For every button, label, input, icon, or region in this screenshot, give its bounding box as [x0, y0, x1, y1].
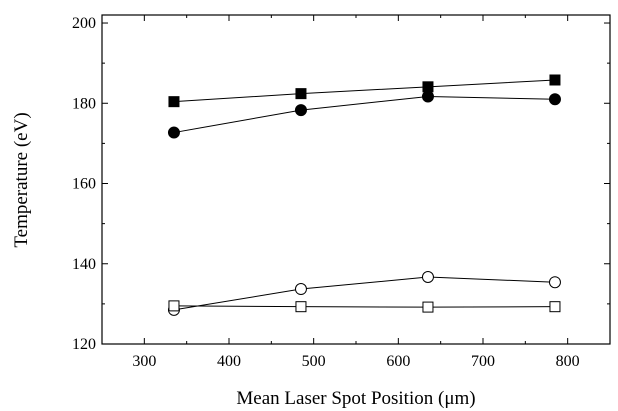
series-line	[173, 305, 555, 308]
y-tick-label: 180	[72, 95, 96, 112]
y-tick-label: 120	[72, 336, 96, 353]
data-point-circle	[294, 283, 307, 296]
y-tick-label: 140	[72, 256, 96, 273]
x-tick-label: 400	[217, 353, 241, 370]
data-point-square	[168, 300, 180, 312]
data-point-circle	[421, 90, 434, 103]
plot-area	[101, 14, 611, 345]
data-point-square	[549, 74, 561, 86]
x-tick-label: 500	[302, 353, 326, 370]
series-line	[173, 276, 555, 311]
x-axis-label: Mean Laser Spot Position (μm)	[236, 388, 475, 409]
data-point-circle	[548, 93, 561, 106]
x-tick-label: 600	[386, 353, 410, 370]
series-3	[167, 270, 561, 316]
x-tick-label: 700	[471, 353, 495, 370]
series-4	[168, 300, 561, 313]
series-line	[173, 79, 555, 103]
data-point-square	[295, 301, 307, 313]
x-tick-label: 300	[132, 353, 156, 370]
data-point-square	[422, 301, 434, 313]
y-tick-label: 160	[72, 176, 96, 193]
series-line	[173, 95, 555, 134]
data-point-square	[168, 96, 180, 108]
data-point-circle	[294, 104, 307, 117]
axis-ticks: 300 400 500 600 700 800 120 140 160 180 200	[72, 15, 611, 370]
y-tick-label: 200	[72, 15, 96, 32]
y-axis-label: Temperature (eV)	[11, 112, 32, 247]
data-series	[167, 74, 561, 316]
series-1	[168, 74, 561, 108]
data-point-circle	[167, 126, 180, 139]
data-point-circle	[548, 276, 561, 289]
data-point-square	[422, 81, 434, 93]
x-tick-label: 800	[556, 353, 580, 370]
data-point-square	[549, 301, 561, 313]
series-2	[167, 90, 561, 139]
data-point-circle	[421, 270, 434, 283]
data-point-square	[295, 88, 307, 100]
